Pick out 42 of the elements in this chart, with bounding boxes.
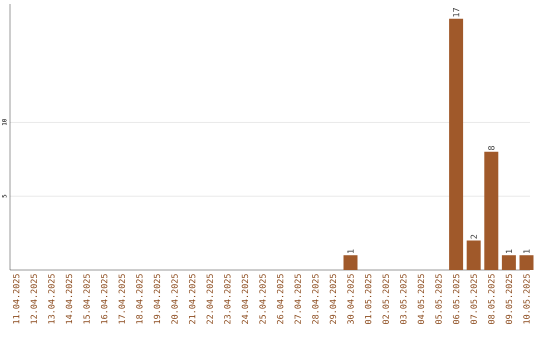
x-tick-label: 05.05.2025: [435, 274, 442, 324]
x-tick-label: 01.05.2025: [364, 274, 372, 324]
x-tick-label: 15.04.2025: [83, 274, 90, 324]
x-tick-label: 28.04.2025: [312, 274, 319, 324]
x-tick-label: 17.04.2025: [118, 274, 125, 324]
data-label: 1: [523, 249, 530, 254]
x-tick-label: 11.04.2025: [12, 274, 20, 324]
x-tick-label: 22.04.2025: [206, 274, 213, 324]
x-tick-label: 10.05.2025: [523, 274, 530, 324]
bar: [502, 255, 516, 270]
x-tick-label: 23.04.2025: [224, 274, 231, 324]
x-tick-label: 12.04.2025: [30, 274, 37, 324]
bar: [466, 240, 481, 270]
x-tick-label: 24.04.2025: [242, 274, 248, 324]
x-tick-label: 27.04.2025: [294, 274, 301, 324]
x-tick-label: 06.05.2025: [452, 274, 460, 324]
x-tick-label: 09.05.2025: [506, 274, 512, 324]
x-tick-label: 25.04.2025: [259, 274, 266, 324]
x-tick-label: 16.04.2025: [100, 274, 108, 324]
data-label: 8: [488, 146, 494, 150]
x-tick-label: 08.05.2025: [488, 274, 494, 324]
x-tick-label: 03.05.2025: [400, 274, 407, 324]
data-label: 17: [453, 8, 460, 17]
bar: [449, 18, 464, 270]
x-tick-label: 14.04.2025: [66, 274, 72, 324]
x-tick-label: 20.04.2025: [171, 274, 178, 324]
x-tick-label: 26.04.2025: [276, 274, 284, 324]
data-label: 1: [506, 249, 512, 254]
x-tick-label: 07.05.2025: [470, 274, 477, 324]
bar: [484, 152, 498, 270]
x-tick-label: 02.05.2025: [382, 274, 389, 324]
bar: [344, 255, 358, 270]
x-tick-label: 04.05.2025: [418, 274, 424, 324]
data-label: 1: [347, 249, 354, 254]
x-tick-label: 30.04.2025: [347, 274, 354, 324]
x-tick-label: 13.04.2025: [48, 274, 55, 324]
x-tick-label: 18.04.2025: [136, 274, 143, 324]
data-label: 2: [470, 234, 477, 239]
x-tick-label: 19.04.2025: [154, 274, 160, 324]
bar: [519, 255, 534, 270]
x-tick-label: 29.04.2025: [330, 274, 336, 324]
x-tick-label: 21.04.2025: [188, 274, 196, 324]
